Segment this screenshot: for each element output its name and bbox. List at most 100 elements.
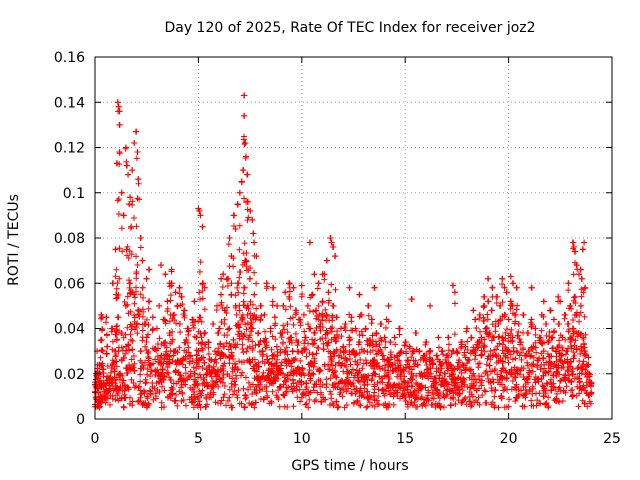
data-point: [132, 294, 139, 301]
data-point: [287, 315, 294, 322]
data-point-peak: [579, 275, 586, 282]
data-point: [306, 350, 313, 357]
data-point: [365, 372, 372, 379]
data-point-peak: [112, 273, 119, 280]
data-point: [401, 373, 408, 380]
data-point: [196, 401, 203, 408]
data-point-peak: [137, 235, 144, 241]
data-point: [222, 353, 229, 360]
data-point: [251, 404, 258, 411]
data-point: [428, 401, 435, 408]
data-point: [281, 326, 288, 333]
data-point: [337, 347, 344, 354]
data-point: [346, 334, 353, 341]
data-point: [481, 342, 488, 349]
data-point: [372, 338, 379, 345]
data-point: [278, 334, 285, 341]
data-point-peak: [134, 262, 141, 269]
data-point: [147, 373, 154, 380]
data-point: [356, 401, 363, 408]
data-point: [179, 361, 186, 368]
data-point-peak: [230, 255, 237, 262]
data-point-peak: [555, 293, 562, 300]
data-point: [327, 325, 334, 332]
data-point-peak: [133, 128, 140, 135]
data-point: [134, 330, 141, 337]
data-point: [569, 393, 576, 400]
data-point: [93, 383, 100, 390]
data-point-peak: [246, 343, 253, 350]
data-point: [149, 314, 156, 321]
data-point: [146, 387, 153, 394]
data-point: [445, 347, 452, 354]
data-point-peak: [582, 331, 589, 338]
data-point-peak: [125, 277, 132, 284]
data-point-peak: [299, 291, 306, 298]
data-point: [365, 312, 372, 319]
data-point-peak: [299, 365, 306, 372]
data-point: [168, 384, 175, 391]
data-point: [300, 369, 307, 376]
data-point: [512, 384, 519, 391]
data-point: [562, 351, 569, 358]
data-point: [255, 330, 262, 337]
data-point-peak: [176, 290, 183, 297]
data-point: [369, 342, 376, 349]
data-point-peak: [218, 275, 225, 282]
data-point: [538, 327, 545, 334]
data-point-peak: [247, 265, 254, 272]
data-point-peak: [136, 196, 143, 203]
data-point-peak: [581, 239, 588, 246]
data-point: [382, 324, 389, 331]
data-point: [280, 322, 287, 329]
data-point-peak: [514, 302, 521, 309]
data-point: [310, 308, 317, 315]
data-point: [491, 404, 498, 411]
data-point: [334, 335, 341, 342]
data-point: [523, 390, 530, 397]
data-point: [233, 375, 240, 382]
data-point-peak: [241, 240, 248, 247]
data-point: [167, 292, 174, 299]
data-point-peak: [176, 284, 183, 291]
data-point-peak: [251, 375, 258, 382]
data-point-peak: [247, 310, 254, 317]
data-point: [361, 385, 368, 392]
data-point-peak: [541, 339, 548, 346]
data-point: [298, 394, 305, 401]
data-point: [396, 357, 403, 364]
data-point: [296, 386, 303, 393]
data-point: [407, 389, 414, 396]
data-point: [292, 355, 299, 362]
data-point: [356, 349, 363, 356]
data-point: [95, 389, 102, 396]
data-point: [435, 334, 442, 341]
data-point: [226, 325, 233, 332]
data-point: [409, 383, 416, 390]
data-point: [218, 299, 225, 306]
data-point-peak: [323, 384, 330, 391]
data-point: [493, 359, 500, 366]
data-point: [421, 396, 428, 403]
data-point: [253, 368, 260, 375]
data-point: [310, 340, 317, 347]
data-point: [278, 359, 285, 366]
data-point: [180, 375, 187, 382]
data-point: [481, 343, 488, 350]
data-point-peak: [253, 305, 260, 312]
data-point: [466, 384, 473, 391]
data-point-peak: [371, 284, 378, 291]
data-point: [277, 346, 284, 353]
data-point-peak: [134, 149, 141, 156]
data-point: [445, 381, 452, 388]
data-point: [203, 379, 210, 386]
data-point: [322, 335, 329, 342]
data-point-peak: [573, 346, 580, 353]
data-point-peak: [173, 320, 180, 327]
data-point: [345, 385, 352, 392]
data-point: [305, 390, 312, 397]
data-point: [352, 358, 359, 365]
data-point: [240, 349, 247, 356]
data-point: [516, 371, 523, 378]
data-point-peak: [196, 289, 203, 296]
